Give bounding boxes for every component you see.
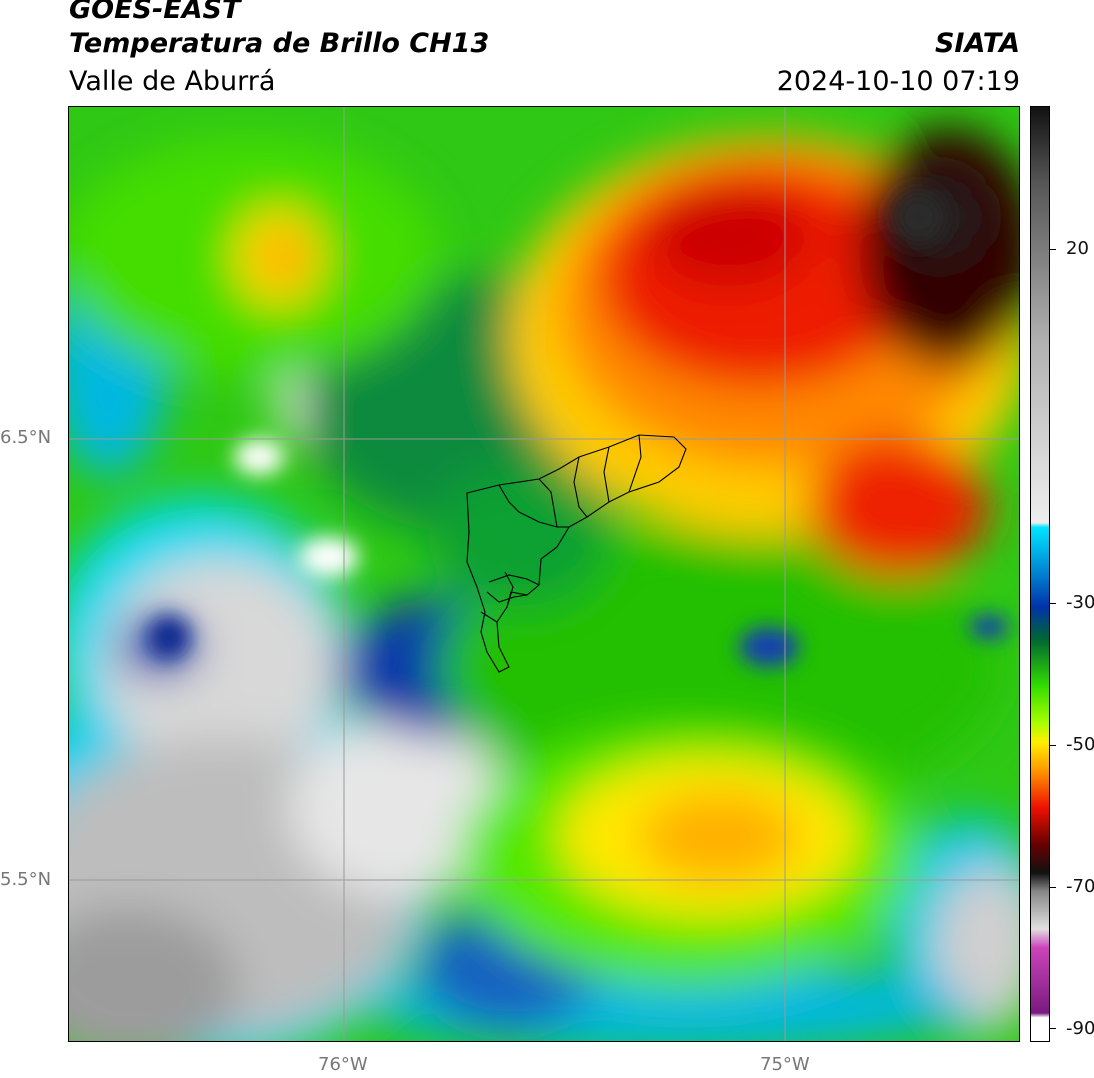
lon-label-76: 76°W: [318, 1054, 368, 1075]
agency-label: SIATA: [934, 28, 1020, 59]
municipal-boundaries: [466, 434, 687, 673]
colorbar-tick-20: [1050, 249, 1056, 250]
colorbar-label-minus70: -70: [1066, 876, 1094, 897]
brightness-temperature-map[interactable]: [68, 106, 1020, 1042]
colorbar-tick-minus90: [1050, 1028, 1056, 1029]
map-canvas: [69, 107, 1019, 1041]
datetime-label: 2024-10-10 07:19: [776, 66, 1020, 97]
colorbar-tick-minus30: [1050, 603, 1056, 604]
colorbar-label-minus50: -50: [1066, 734, 1094, 755]
colorbar-tick-minus50: [1050, 745, 1056, 746]
colorbar-tick-minus70: [1050, 887, 1056, 888]
colorbar-label-minus90: -90: [1066, 1018, 1094, 1039]
cloud-field: [69, 127, 1019, 1041]
region-subtitle: Valle de Aburrá: [69, 66, 276, 97]
satellite-title: GOES-EAST: [69, 0, 241, 25]
product-title: Temperatura de Brillo CH13: [69, 28, 490, 59]
colorbar-label-20: 20: [1066, 238, 1089, 259]
lon-label-75: 75°W: [760, 1054, 810, 1075]
lat-label-6.5: 6.5°N: [0, 427, 52, 448]
colorbar-label-minus30: -30: [1066, 592, 1094, 613]
lat-label-5.5: 5.5°N: [0, 869, 52, 890]
colorbar: [1030, 106, 1050, 1042]
